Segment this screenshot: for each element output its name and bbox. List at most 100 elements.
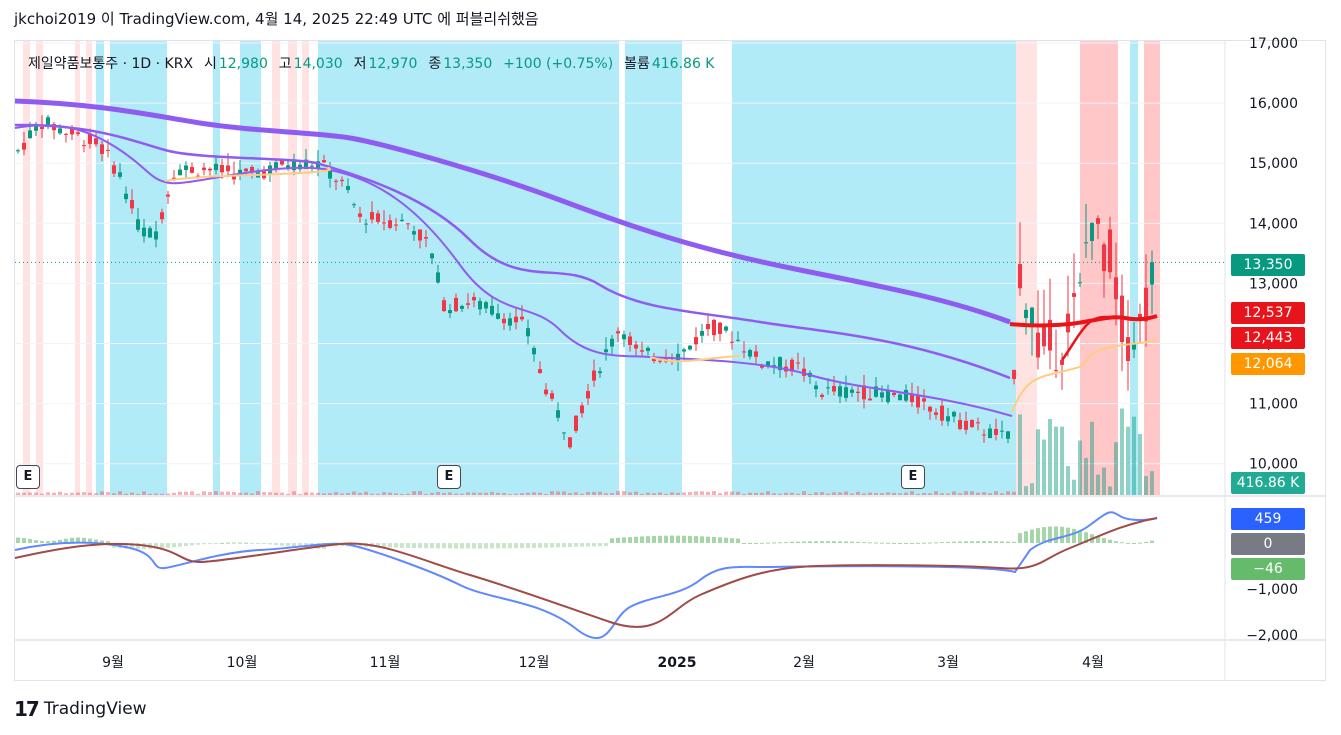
macd-histogram-bar bbox=[988, 541, 992, 543]
volume-bar bbox=[904, 492, 908, 495]
volume-bar bbox=[544, 493, 548, 495]
macd-histogram-bar bbox=[184, 543, 188, 547]
volume-bar bbox=[790, 492, 794, 495]
volume-bar bbox=[622, 491, 626, 495]
macd-histogram-bar bbox=[868, 542, 872, 544]
candle-body bbox=[382, 222, 386, 224]
candle-body bbox=[328, 169, 332, 179]
candle-body bbox=[868, 398, 872, 401]
candle-body bbox=[376, 213, 380, 222]
volume-bar bbox=[952, 491, 956, 495]
candle-body bbox=[592, 370, 596, 381]
earnings-marker[interactable]: E bbox=[16, 465, 40, 489]
volume-bar bbox=[484, 492, 488, 495]
ma-orange-line bbox=[164, 167, 331, 182]
volume-bar bbox=[352, 491, 356, 495]
candle-body bbox=[388, 220, 392, 228]
volume-bar bbox=[910, 491, 914, 495]
volume-bar bbox=[1078, 440, 1082, 495]
symbol-legend: 제일약품보통주 · 1D · KRX 시 12,980 고 14,030 저 12,9… bbox=[28, 53, 716, 73]
candle-body bbox=[862, 385, 866, 400]
candle-body bbox=[760, 365, 764, 368]
volume-bar bbox=[568, 493, 572, 495]
volume-bar bbox=[820, 492, 824, 495]
macd-histogram-bar bbox=[268, 543, 272, 545]
macd-histogram-bar bbox=[910, 542, 914, 544]
macd-histogram-bar bbox=[892, 542, 896, 544]
candle-body bbox=[178, 169, 182, 176]
candle-body bbox=[934, 412, 938, 415]
volume-bar bbox=[982, 492, 986, 495]
candle-body bbox=[124, 193, 128, 200]
time-axis-label: 12월 bbox=[519, 655, 550, 671]
candle-body bbox=[424, 237, 428, 239]
macd-histogram-bar bbox=[562, 543, 566, 548]
session-band bbox=[1080, 41, 1118, 495]
candle-body bbox=[148, 228, 152, 238]
volume-bar bbox=[922, 492, 926, 495]
volume-bar bbox=[844, 491, 848, 495]
candle-body bbox=[928, 406, 932, 412]
volume-bar bbox=[328, 493, 332, 495]
candle-body bbox=[346, 186, 350, 190]
candle-body bbox=[724, 326, 728, 331]
macd-histogram-bar bbox=[226, 542, 230, 544]
macd-histogram-bar bbox=[406, 543, 410, 548]
earnings-marker[interactable]: E bbox=[901, 465, 925, 489]
volume-bar bbox=[52, 492, 56, 495]
macd-histogram-bar bbox=[496, 543, 500, 549]
candle-body bbox=[358, 213, 362, 217]
macd-histogram-bar bbox=[1138, 542, 1142, 544]
candle-body bbox=[520, 316, 524, 320]
volume-bar bbox=[298, 493, 302, 495]
volume-bar bbox=[814, 492, 818, 495]
volume-bar bbox=[304, 492, 308, 495]
candle-body bbox=[1048, 319, 1052, 351]
volume-bar bbox=[412, 491, 416, 495]
candle-body bbox=[610, 338, 614, 347]
volume-bar bbox=[460, 493, 464, 495]
price-tick-label: 11,000 bbox=[1249, 397, 1298, 413]
tradingview-logo-icon: 17 bbox=[14, 697, 40, 721]
candle-body bbox=[478, 301, 482, 310]
candle-body bbox=[106, 149, 110, 151]
volume-bar bbox=[268, 492, 272, 495]
volume-bar bbox=[1114, 442, 1118, 495]
macd-histogram-bar bbox=[238, 542, 242, 544]
volume-bar bbox=[16, 492, 20, 495]
volume-bar bbox=[802, 491, 806, 495]
macd-histogram-bar bbox=[856, 541, 860, 543]
macd-histogram-bar bbox=[418, 543, 422, 549]
candle-body bbox=[310, 165, 314, 167]
candle-body bbox=[1024, 309, 1028, 319]
brand-footer[interactable]: 17 TradingView bbox=[14, 697, 147, 721]
volume-bar bbox=[946, 493, 950, 495]
volume-bar bbox=[280, 492, 284, 495]
macd-histogram-bar bbox=[886, 542, 890, 544]
session-band bbox=[288, 41, 297, 495]
macd-histogram-bar bbox=[574, 543, 578, 547]
macd-histogram-bar bbox=[880, 542, 884, 544]
ma-red-short-line bbox=[1061, 315, 1121, 361]
candle-body bbox=[1006, 431, 1010, 439]
macd-histogram-bar bbox=[262, 543, 266, 544]
macd-histogram-bar bbox=[1150, 540, 1154, 543]
macd-histogram-bar bbox=[250, 543, 254, 544]
candle-body bbox=[58, 128, 62, 134]
candle-body bbox=[622, 334, 626, 340]
macd-histogram-bar bbox=[532, 543, 536, 548]
macd-histogram-bar bbox=[166, 543, 170, 548]
session-band bbox=[213, 41, 220, 495]
macd-histogram-bar bbox=[274, 543, 278, 546]
candle-body bbox=[238, 169, 242, 176]
candle-body bbox=[688, 345, 692, 350]
earnings-marker[interactable]: E bbox=[437, 465, 461, 489]
candle-body bbox=[154, 231, 158, 240]
macd-histogram-bar bbox=[64, 538, 68, 543]
candle-body bbox=[814, 385, 818, 390]
macd-histogram-bar bbox=[88, 538, 92, 543]
volume-bar bbox=[1102, 467, 1106, 495]
candle-body bbox=[400, 219, 404, 221]
macd-histogram-bar bbox=[388, 543, 392, 548]
